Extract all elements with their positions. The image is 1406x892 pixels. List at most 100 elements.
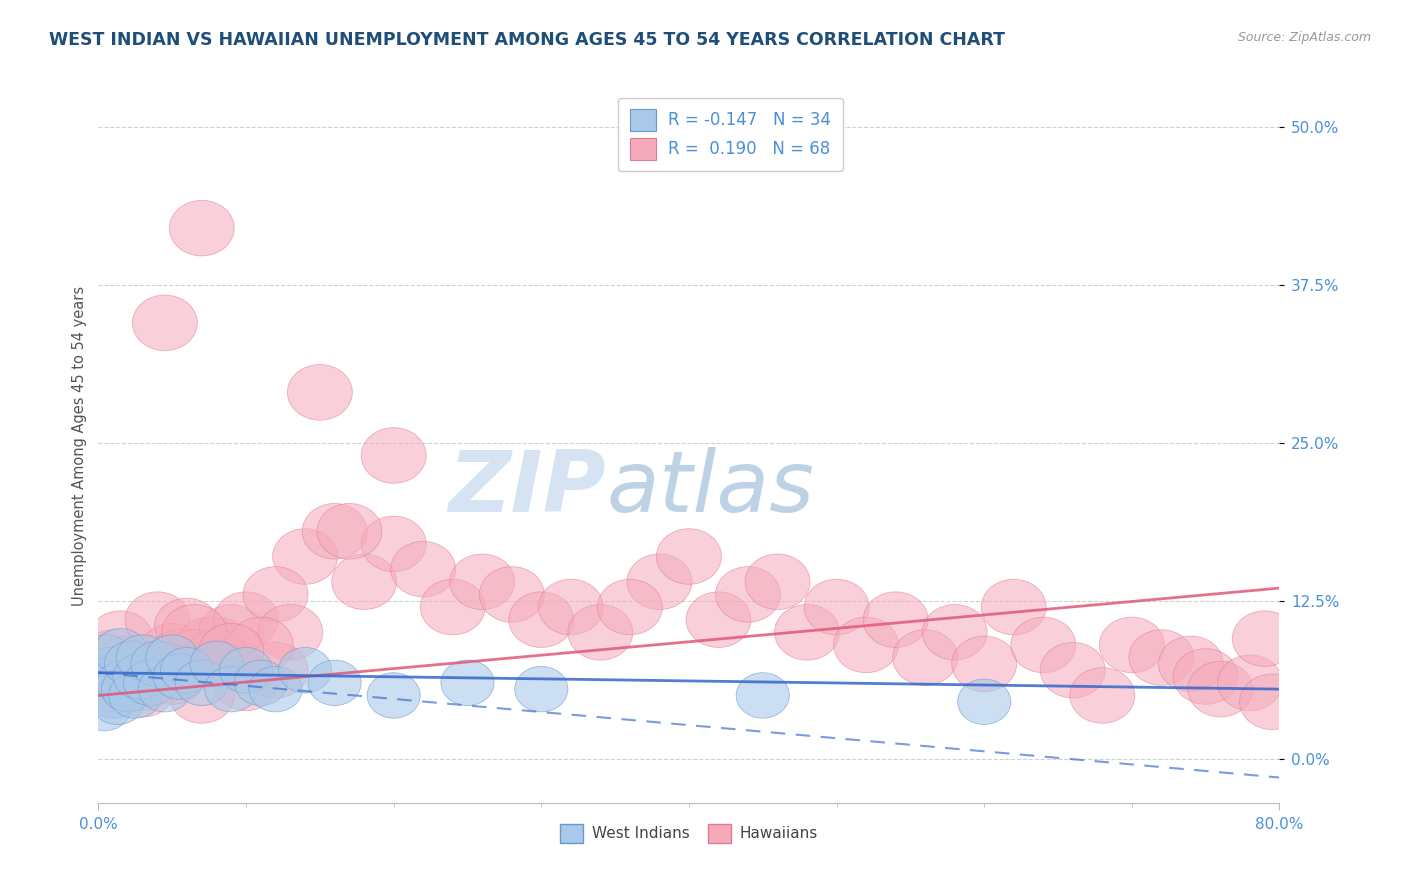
- Circle shape: [1173, 648, 1239, 705]
- Legend: West Indians, Hawaiians: West Indians, Hawaiians: [554, 818, 824, 848]
- Circle shape: [441, 660, 494, 706]
- Circle shape: [132, 642, 197, 698]
- Circle shape: [162, 630, 226, 685]
- Circle shape: [97, 660, 150, 706]
- Circle shape: [117, 635, 169, 681]
- Circle shape: [190, 641, 243, 687]
- Text: Source: ZipAtlas.com: Source: ZipAtlas.com: [1237, 31, 1371, 45]
- Circle shape: [361, 427, 426, 483]
- Circle shape: [84, 648, 136, 693]
- Circle shape: [94, 629, 148, 674]
- Circle shape: [243, 566, 308, 623]
- Circle shape: [249, 666, 302, 712]
- Circle shape: [450, 554, 515, 609]
- Circle shape: [131, 641, 184, 687]
- Circle shape: [96, 636, 160, 691]
- Circle shape: [214, 592, 278, 648]
- Circle shape: [308, 660, 361, 706]
- Circle shape: [139, 624, 205, 679]
- Circle shape: [737, 673, 789, 718]
- Circle shape: [80, 630, 146, 685]
- Circle shape: [952, 636, 1017, 691]
- Circle shape: [420, 579, 485, 635]
- Circle shape: [515, 666, 568, 712]
- Circle shape: [273, 529, 337, 584]
- Circle shape: [568, 605, 633, 660]
- Circle shape: [1159, 636, 1223, 691]
- Circle shape: [104, 641, 157, 687]
- Text: WEST INDIAN VS HAWAIIAN UNEMPLOYMENT AMONG AGES 45 TO 54 YEARS CORRELATION CHART: WEST INDIAN VS HAWAIIAN UNEMPLOYMENT AMO…: [49, 31, 1005, 49]
- Circle shape: [834, 617, 898, 673]
- Circle shape: [1240, 674, 1305, 730]
- Circle shape: [257, 605, 323, 660]
- Circle shape: [804, 579, 869, 635]
- Circle shape: [77, 685, 131, 731]
- Circle shape: [110, 655, 176, 711]
- Circle shape: [745, 554, 810, 609]
- Circle shape: [146, 635, 198, 681]
- Circle shape: [1040, 642, 1105, 698]
- Circle shape: [1129, 630, 1194, 685]
- Circle shape: [138, 666, 191, 712]
- Circle shape: [91, 679, 145, 724]
- Circle shape: [1070, 667, 1135, 723]
- Circle shape: [1099, 617, 1164, 673]
- Circle shape: [101, 666, 155, 712]
- Circle shape: [108, 673, 162, 718]
- Circle shape: [148, 630, 212, 685]
- Circle shape: [863, 592, 928, 648]
- Circle shape: [1218, 655, 1282, 711]
- Circle shape: [391, 541, 456, 597]
- Circle shape: [278, 648, 332, 693]
- Circle shape: [235, 660, 287, 706]
- Circle shape: [155, 599, 219, 654]
- Circle shape: [177, 617, 242, 673]
- Circle shape: [981, 579, 1046, 635]
- Circle shape: [893, 630, 957, 685]
- Circle shape: [184, 630, 249, 685]
- Circle shape: [89, 611, 153, 666]
- Circle shape: [90, 654, 143, 699]
- Circle shape: [132, 295, 197, 351]
- Circle shape: [103, 648, 167, 705]
- Circle shape: [957, 679, 1011, 724]
- Circle shape: [176, 660, 228, 706]
- Circle shape: [228, 617, 294, 673]
- Circle shape: [162, 605, 226, 660]
- Circle shape: [332, 554, 396, 609]
- Circle shape: [110, 661, 176, 717]
- Circle shape: [627, 554, 692, 609]
- Circle shape: [1232, 611, 1298, 666]
- Circle shape: [160, 648, 214, 693]
- Circle shape: [125, 592, 190, 648]
- Circle shape: [479, 566, 544, 623]
- Text: ZIP: ZIP: [449, 447, 606, 531]
- Circle shape: [124, 660, 177, 706]
- Circle shape: [198, 605, 264, 660]
- Circle shape: [1011, 617, 1076, 673]
- Circle shape: [686, 592, 751, 648]
- Circle shape: [219, 648, 273, 693]
- Circle shape: [287, 365, 353, 420]
- Circle shape: [169, 667, 235, 723]
- Circle shape: [118, 642, 183, 698]
- Circle shape: [112, 654, 166, 699]
- Circle shape: [80, 666, 134, 712]
- Circle shape: [302, 503, 367, 559]
- Circle shape: [367, 673, 420, 718]
- Circle shape: [198, 624, 264, 679]
- Circle shape: [169, 201, 235, 256]
- Circle shape: [139, 648, 205, 705]
- Circle shape: [598, 579, 662, 635]
- Circle shape: [775, 605, 839, 660]
- Circle shape: [214, 655, 278, 711]
- Circle shape: [87, 673, 139, 718]
- Circle shape: [153, 654, 207, 699]
- Y-axis label: Unemployment Among Ages 45 to 54 years: Unemployment Among Ages 45 to 54 years: [72, 286, 87, 606]
- Circle shape: [243, 642, 308, 698]
- Circle shape: [1188, 661, 1253, 717]
- Circle shape: [922, 605, 987, 660]
- Circle shape: [205, 666, 257, 712]
- Circle shape: [657, 529, 721, 584]
- Circle shape: [716, 566, 780, 623]
